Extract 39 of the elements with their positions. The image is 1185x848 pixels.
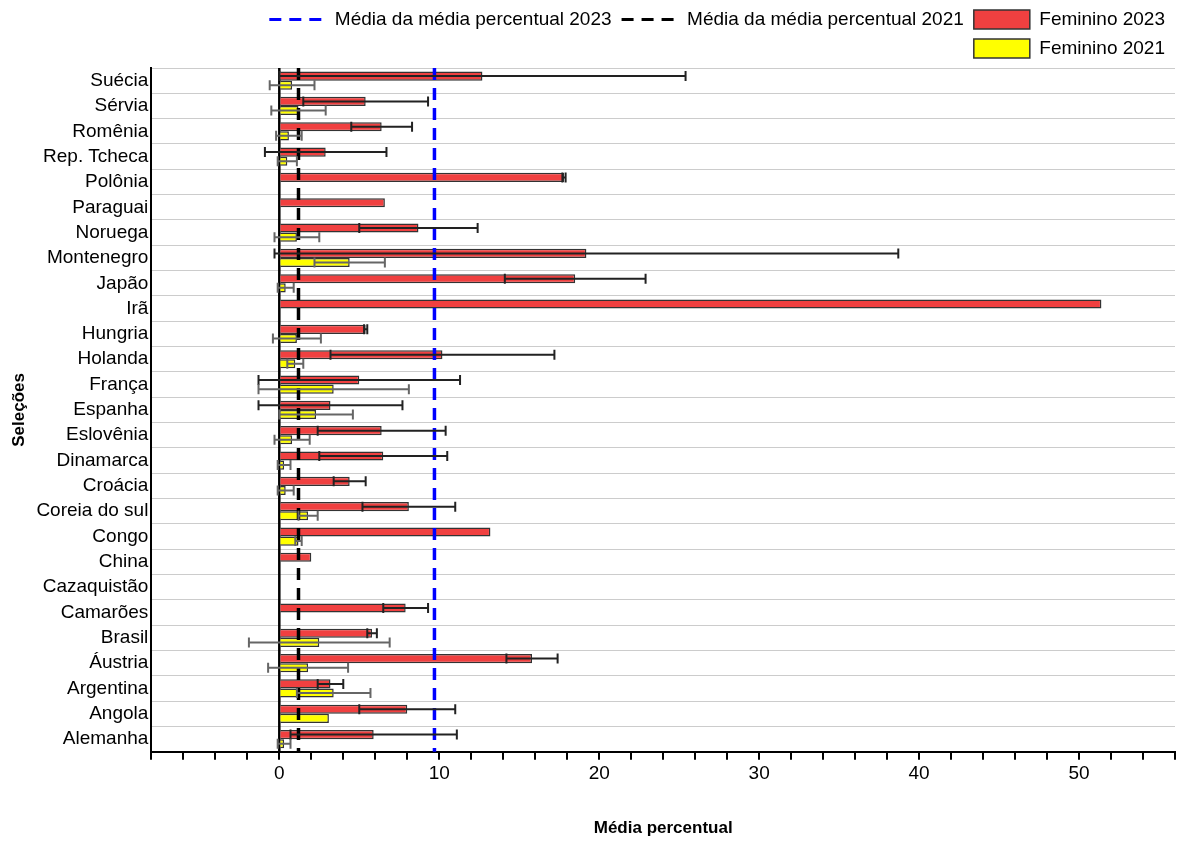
legend-label: Média da média percentual 2023 [334,7,612,29]
y-tick-label: Noruega [75,220,149,242]
x-tick-label: 20 [588,762,610,784]
x-tick-label: 40 [908,762,930,784]
y-tick-label: Hungria [81,322,149,344]
y-tick-label: Coreia do sul [36,499,149,521]
y-tick-label: Áustria [89,651,149,673]
x-tick-label: 0 [274,762,285,784]
y-tick-label: Dinamarca [56,448,149,470]
y-tick-label: Irã [126,296,149,318]
y-tick-label: Romênia [72,119,149,141]
y-tick-label: Argentina [67,676,149,698]
x-tick-label: 10 [428,762,450,784]
y-tick-label: Espanha [73,398,149,420]
y-tick-label: Montenegro [46,246,149,268]
y-tick-label: Eslovênia [65,423,149,445]
legend-label: Feminino 2023 [1039,7,1166,29]
y-axis-title: Seleções [8,373,28,447]
y-tick-label: Alemanha [62,727,149,749]
y-tick-label: Cazaquistão [42,575,149,597]
legend-label: Feminino 2021 [1039,36,1166,58]
y-tick-label: China [98,550,149,572]
y-tick-label: Brasil [100,626,149,648]
x-tick-label: 30 [748,762,770,784]
x-axis-title: Média percentual [593,818,733,838]
y-tick-label: Rep. Tcheca [43,144,149,166]
y-tick-label: França [89,372,149,394]
y-tick-label: Paraguai [72,195,149,217]
y-tick-label: Congo [92,524,149,546]
y-tick-label: Croácia [82,474,149,496]
legend-label: Média da média percentual 2021 [687,7,964,29]
y-tick-label: Camarões [60,600,149,622]
y-tick-label: Sérvia [94,94,149,116]
x-tick-label: 50 [1068,762,1090,784]
y-tick-label: Polônia [84,170,149,192]
y-tick-label: Suécia [90,68,149,90]
y-tick-label: Japão [96,271,149,293]
y-tick-label: Angola [89,702,149,724]
y-tick-label: Holanda [77,347,149,369]
